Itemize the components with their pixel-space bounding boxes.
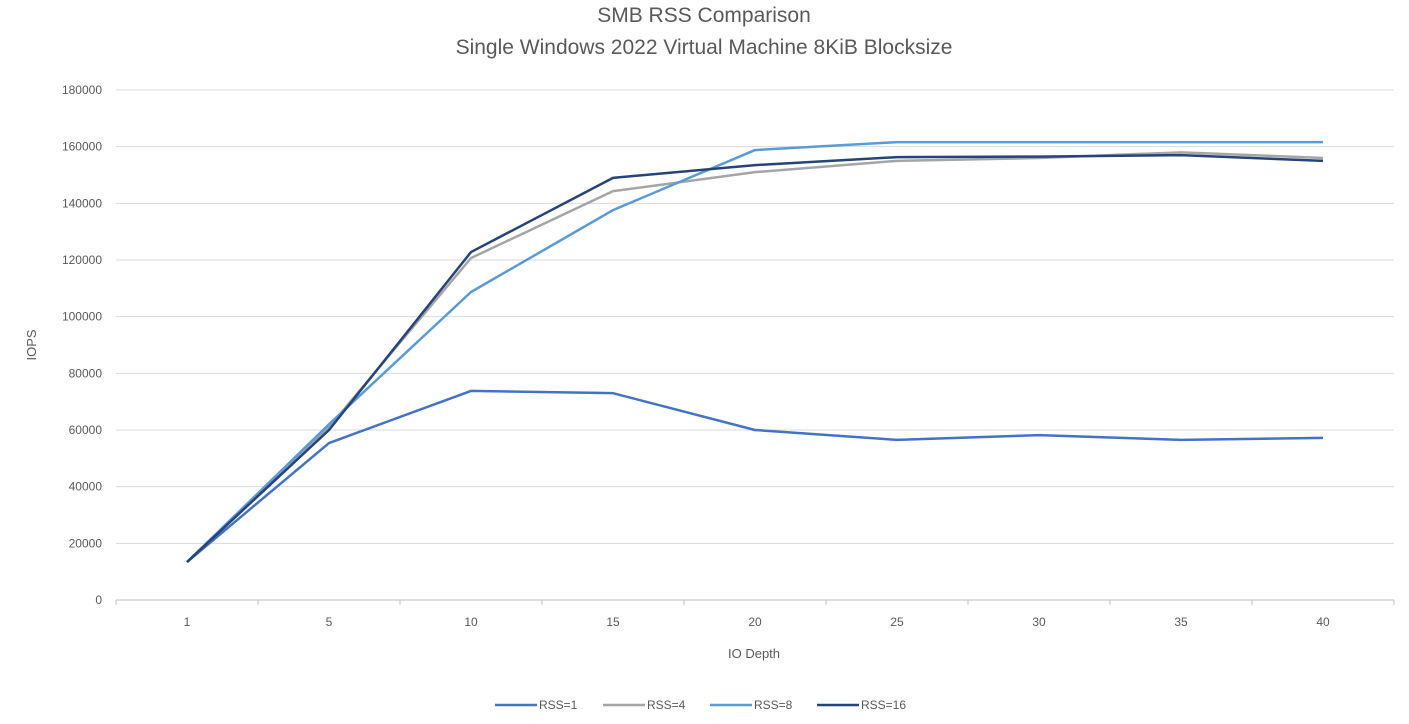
y-tick-label: 160000 — [62, 140, 102, 154]
legend-label: RSS=4 — [647, 698, 686, 712]
legend-label: RSS=8 — [754, 698, 793, 712]
y-tick-label: 120000 — [62, 253, 102, 267]
series-line-rss-8 — [186, 140, 1323, 563]
x-tick-label: 35 — [1174, 615, 1188, 629]
chart-subtitle: Single Windows 2022 Virtual Machine 8KiB… — [456, 36, 953, 59]
x-tick-label: 25 — [890, 615, 904, 629]
y-tick-label: 20000 — [69, 536, 103, 550]
y-tick-label: 100000 — [62, 310, 102, 324]
y-tick-label: 60000 — [69, 423, 103, 437]
y-axis-label: IOPS — [24, 329, 39, 360]
x-tick-label: 10 — [464, 615, 478, 629]
x-axis-label: IO Depth — [728, 646, 780, 661]
series-line-rss-4 — [186, 151, 1324, 563]
y-tick-label: 140000 — [62, 196, 102, 210]
x-tick-label: 30 — [1032, 615, 1046, 629]
x-tick-label: 40 — [1316, 615, 1330, 629]
legend-label: RSS=16 — [861, 698, 906, 712]
x-tick-label: 5 — [326, 615, 333, 629]
series-line-rss-1 — [186, 389, 1324, 563]
y-tick-label: 180000 — [62, 83, 102, 97]
legend-label: RSS=1 — [539, 698, 578, 712]
series-line-rss-16 — [186, 153, 1324, 563]
chart-title: SMB RSS Comparison — [597, 4, 811, 27]
y-tick-label: 40000 — [69, 480, 103, 494]
y-tick-label: 80000 — [69, 366, 103, 380]
y-tick-label: 0 — [95, 593, 102, 607]
x-tick-label: 20 — [748, 615, 762, 629]
x-tick-label: 15 — [606, 615, 620, 629]
x-tick-label: 1 — [184, 615, 191, 629]
